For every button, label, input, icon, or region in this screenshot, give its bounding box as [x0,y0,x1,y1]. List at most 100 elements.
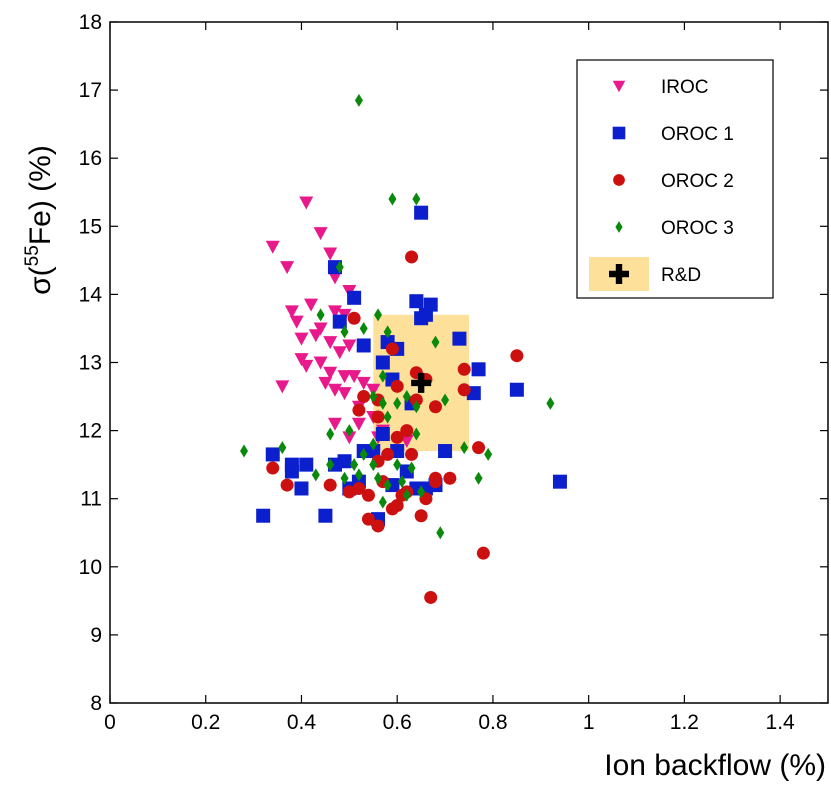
legend-label: IROC [661,77,709,98]
data-point [369,437,378,451]
data-point [266,461,280,475]
y-tick-label: 13 [79,352,102,375]
legend-marker [612,126,626,140]
data-point [289,315,304,329]
data-point [356,338,371,353]
data-point [327,271,342,285]
legend-entry-oroc-2: OROC 2 [613,171,734,192]
y-tick-label: 12 [79,420,102,443]
data-point [412,427,421,441]
data-point [337,370,352,384]
data-point [390,430,404,444]
data-point [337,387,352,401]
y-axis-title: σ(55Fe) (%) [22,145,57,295]
data-point [390,499,404,513]
data-point [405,447,419,461]
data-point [431,335,440,349]
data-point [265,240,280,254]
legend-entry-r-d: R&D [589,257,701,291]
data-point [366,444,381,459]
data-point [316,308,325,322]
legend-marker [615,221,623,233]
data-point [510,349,524,363]
series-oroc-3 [240,93,555,540]
data-point [280,478,294,492]
plot-area [240,93,567,604]
data-point [414,205,429,220]
x-tick-label: 0 [104,711,116,734]
data-point [313,322,328,336]
data-point [357,390,371,404]
data-point [318,376,333,390]
data-point [417,485,426,499]
data-point [361,488,375,502]
y-tick-label: 17 [79,79,102,102]
data-point [359,447,368,461]
y-tick-label: 16 [79,147,102,170]
data-point [552,474,567,489]
legend-entry-oroc-3: OROC 3 [615,218,734,239]
data-point [265,447,280,462]
data-point [340,471,349,485]
data-point [375,355,390,370]
data-point [337,454,352,469]
data-point [378,495,387,509]
legend-entry-oroc-1: OROC 1 [612,124,734,145]
data-point [546,396,555,410]
data-point [313,227,328,241]
data-point [332,346,347,360]
data-point [299,457,314,472]
data-point [347,370,362,384]
x-tick-label: 0.4 [287,711,317,734]
data-point [311,468,320,482]
data-point [369,458,378,472]
data-point [378,369,387,383]
x-tick-label: 0.2 [191,711,220,734]
legend-label: OROC 3 [661,218,734,239]
data-point [356,376,371,390]
axes: 0 0.2 0.4 0.6 0.8 1 1.2 1.4 8 9 10 11 12 13 14 15 16 17 18 [79,11,829,734]
data-point [378,396,387,410]
data-point [256,508,271,523]
data-point [402,488,411,502]
data-point [409,393,423,407]
data-point [412,400,421,414]
y-tick-label: 10 [79,556,102,579]
data-point [351,417,366,431]
data-point [350,458,359,472]
y-tick-label: 14 [79,283,103,306]
data-point [441,393,450,407]
legend-label: R&D [661,265,701,286]
data-point [402,390,411,404]
data-point [326,427,335,441]
data-point [352,403,366,417]
data-point [323,336,338,350]
data-point [294,353,309,367]
data-point [278,441,287,455]
data-point [452,331,467,346]
data-point [476,546,490,560]
data-point [335,260,344,274]
data-point [397,475,406,489]
data-point [393,458,402,472]
data-point [345,424,354,438]
legend-label: OROC 2 [661,171,734,192]
legend-marker [609,264,629,284]
data-point [412,192,421,206]
data-point [347,311,361,325]
legend: IROC OROC 1 OROC 2 OROC 3 R&D [576,59,774,299]
data-point [308,329,323,343]
data-point [275,380,290,394]
data-point [299,359,314,373]
data-point [423,297,438,312]
data-point [457,383,471,397]
data-point [460,441,469,455]
data-point [240,444,249,458]
y-axis-title-superscript: 55 [22,245,43,266]
data-point [443,471,457,485]
x-tick-label: 0.8 [478,711,507,734]
y-tick-label: 11 [80,488,102,511]
data-point [400,424,414,438]
data-point [383,410,392,424]
